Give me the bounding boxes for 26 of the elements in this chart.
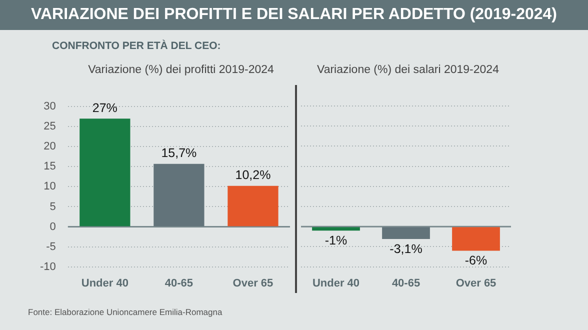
x-tick-label: Under 40 [81, 277, 128, 290]
chart-title: Variazione (%) dei salari 2019-2024 [316, 64, 500, 76]
data-label: 27% [92, 100, 118, 115]
y-tick-label: 30 [44, 100, 56, 113]
data-label: 15,7% [161, 146, 197, 160]
chart-subtitle: CONFRONTO PER ETÀ DEL CEO: [52, 40, 221, 52]
x-tick-label: Over 65 [456, 277, 496, 290]
x-tick-label: Over 65 [232, 277, 274, 290]
source-note: Fonte: Elaborazione Unioncamere Emilia-Romagna [28, 307, 222, 317]
data-label: 10,2% [235, 168, 271, 182]
chart-title: Variazione (%) dei profitti 2019-2024 [87, 64, 275, 76]
y-tick-label: 5 [50, 200, 56, 213]
y-tick-label: 20 [44, 140, 56, 153]
data-label: -3,1% [390, 242, 422, 256]
y-tick-label: -5 [46, 240, 56, 253]
x-tick-label: Under 40 [312, 277, 360, 290]
text: VARIAZIONE DEI PROFITTI E DEI SALARI PER ADDETTO (2019-2024) [0, 0, 588, 30]
data-label: -6% [464, 253, 488, 268]
y-tick-label: 15 [44, 160, 56, 173]
y-tick-label: 25 [44, 120, 56, 133]
x-tick-label: 40-65 [392, 277, 420, 290]
data-label: -1% [324, 233, 348, 248]
x-tick-label: 40-65 [164, 277, 194, 290]
y-tick-label: -10 [40, 260, 56, 273]
y-tick-label: 0 [50, 220, 56, 233]
y-tick-label: 10 [44, 180, 56, 193]
